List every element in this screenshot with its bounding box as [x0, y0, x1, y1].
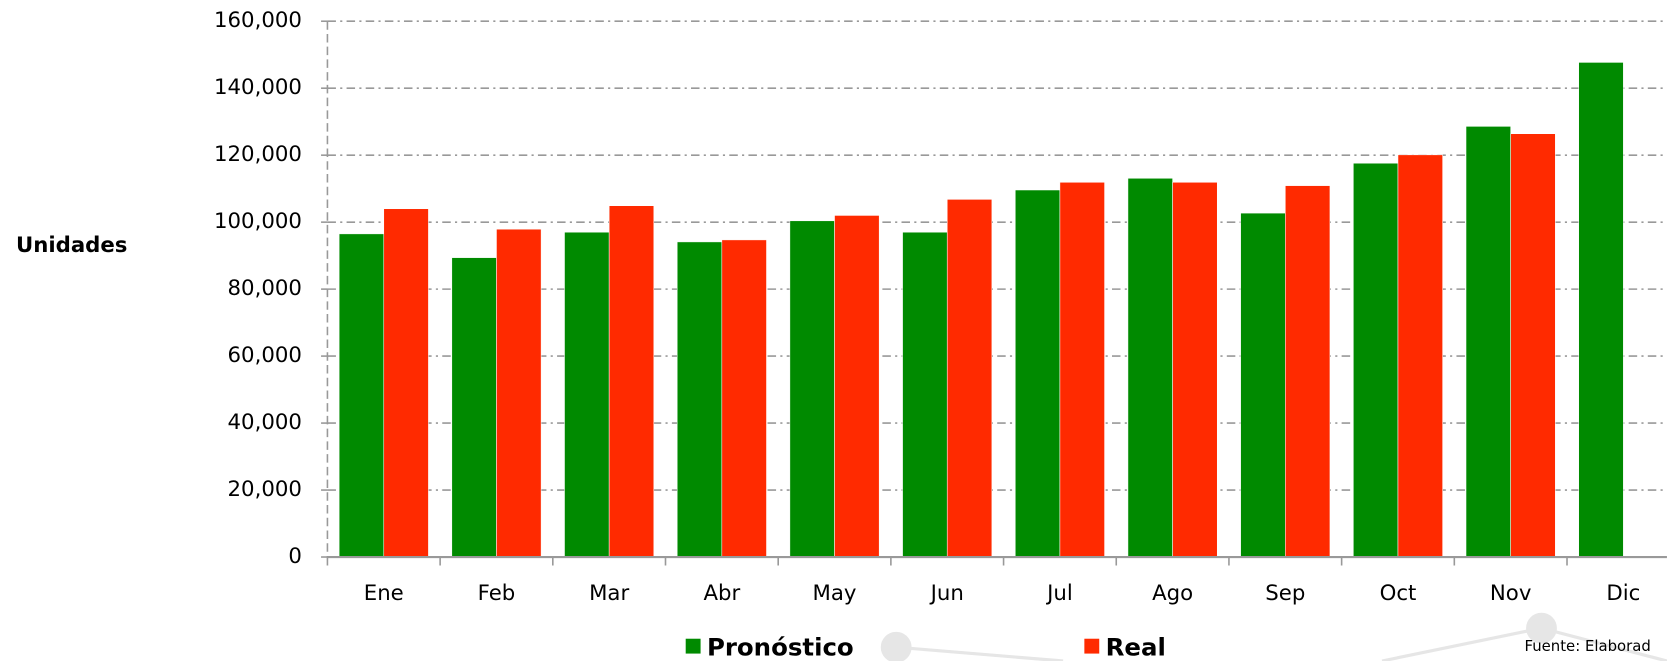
x-tick-label: Jun: [929, 581, 964, 606]
x-tick-label: Mar: [589, 581, 629, 606]
bar: [676, 241, 723, 558]
bar: [1240, 212, 1286, 558]
legend-swatch: [685, 638, 701, 654]
legend-label: Real: [1106, 632, 1166, 661]
bar: [1172, 182, 1218, 558]
bar: [946, 199, 993, 558]
bar: [1578, 62, 1624, 558]
y-tick-label: 60,000: [228, 343, 302, 368]
bar: [1285, 185, 1331, 558]
y-tick-label: 0: [288, 544, 302, 569]
bar: [1465, 126, 1511, 558]
x-tick-label: May: [813, 581, 857, 606]
y-tick-label: 120,000: [214, 142, 302, 167]
bar: [496, 228, 542, 558]
x-tick-label: Abr: [703, 581, 740, 606]
bar: [1510, 133, 1556, 558]
y-axis-label: Unidades: [16, 233, 128, 258]
plot-root: Unidades Fuente: Elaborad 0 20,000 40,000 6…: [16, 8, 1667, 661]
x-tick-label: Sep: [1265, 581, 1305, 606]
bar: [789, 220, 835, 558]
bar: [1353, 162, 1399, 558]
y-tick-label: 80,000: [228, 276, 302, 301]
y-tick-label: 100,000: [214, 209, 302, 234]
x-tick-label: Jul: [1045, 581, 1073, 606]
bar: [1014, 189, 1061, 558]
bar: [834, 215, 880, 558]
x-tick-label: Nov: [1490, 581, 1531, 606]
bar: [1059, 182, 1105, 558]
x-tick-label: Feb: [478, 581, 516, 606]
legend-label: Pronóstico: [707, 632, 854, 661]
bar: [902, 231, 948, 558]
y-tick-label: 160,000: [214, 8, 302, 33]
x-tick-label: Oct: [1380, 581, 1417, 606]
y-tick-label: 140,000: [214, 75, 302, 100]
bar: [383, 208, 429, 558]
y-tick-label: 40,000: [228, 410, 302, 435]
bar: [564, 231, 610, 558]
x-tick-label: Ene: [364, 581, 404, 606]
bar: [338, 233, 385, 558]
x-tick-label: Ago: [1152, 581, 1193, 606]
bar: [451, 257, 497, 558]
source-note: Fuente: Elaborad: [1524, 637, 1650, 655]
y-tick-label: 20,000: [228, 477, 302, 502]
bar: [1127, 178, 1173, 558]
bar: [1397, 154, 1443, 558]
bar: [608, 205, 655, 558]
legend-swatch: [1084, 638, 1100, 654]
bar: [721, 239, 767, 558]
x-tick-label: Dic: [1606, 581, 1640, 606]
background-decoration: [880, 612, 1667, 661]
